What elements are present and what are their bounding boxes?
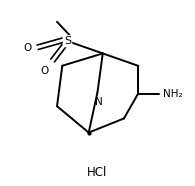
Text: O: O	[41, 66, 49, 76]
Text: N: N	[95, 97, 102, 107]
Text: S: S	[64, 36, 71, 46]
Text: O: O	[23, 43, 32, 53]
Text: HCl: HCl	[87, 166, 108, 179]
Text: NH₂: NH₂	[163, 89, 182, 99]
